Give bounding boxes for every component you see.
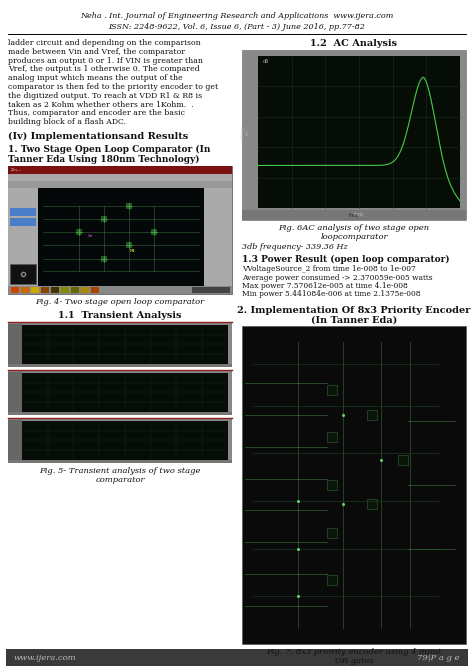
Bar [11,287,19,293]
Text: Average power consumed -> 2.370059e-005 watts: Average power consumed -> 2.370059e-005 … [242,273,433,281]
Bar [71,287,79,293]
Bar [51,287,59,293]
Text: comparator: comparator [95,476,145,484]
Text: ISSN: 2248-9622, Vol. 6, Issue 6, (Part - 3) June 2016, pp.77-82: ISSN: 2248-9622, Vol. 6, Issue 6, (Part … [109,23,365,31]
Bar [204,188,232,286]
Text: ladder circuit and depending on the comparison: ladder circuit and depending on the comp… [8,39,201,47]
Text: VVoltageSource_2 from time 1e-008 to 1e-007: VVoltageSource_2 from time 1e-008 to 1e-… [242,265,416,273]
Bar [367,410,377,420]
Bar [258,56,460,208]
Text: voltage
(V): voltage (V) [241,125,249,139]
Text: M1: M1 [129,249,135,253]
Bar [327,528,337,538]
Text: made between Vin and Vref, the comparator: made between Vin and Vref, the comparato… [8,48,185,56]
Text: Vx: Vx [88,234,93,238]
Text: 1.1  Transient Analysis: 1.1 Transient Analysis [58,311,182,320]
Bar [242,50,466,220]
Text: Thus, comparator and encoder are the basic: Thus, comparator and encoder are the bas… [8,109,185,117]
Text: produces an output 0 or 1. If VIN is greater than: produces an output 0 or 1. If VIN is gre… [8,56,203,64]
Text: dB: dB [263,59,270,64]
Text: (Iv) Implementationsand Results: (Iv) Implementationsand Results [8,132,188,141]
Bar [8,324,22,365]
Bar [8,460,232,463]
Bar [61,287,69,293]
Bar [8,418,232,463]
Bar [242,210,466,220]
Text: 2. Implementation Of 8x3 Priority Encoder: 2. Implementation Of 8x3 Priority Encode… [237,306,471,315]
Bar [76,229,82,235]
Bar [10,264,36,284]
Bar [8,174,232,181]
Bar [101,255,108,261]
Text: Vref, the output is 1 otherwise 0. The compared: Vref, the output is 1 otherwise 0. The c… [8,66,200,74]
Bar [327,432,337,442]
Bar [8,166,232,174]
Bar [8,372,22,413]
Text: Min power 5.441084e-006 at time 2.1375e-008: Min power 5.441084e-006 at time 2.1375e-… [242,291,420,299]
Text: 79|P a g e: 79|P a g e [418,653,460,661]
Text: Fig. 4- Two stage open loop comparator: Fig. 4- Two stage open loop comparator [36,298,205,306]
Text: 1.2  AC Analysis: 1.2 AC Analysis [310,39,398,48]
Bar [327,576,337,586]
Text: 1. Two Stage Open Loop Comparator (In: 1. Two Stage Open Loop Comparator (In [8,145,210,154]
Bar [22,325,228,364]
Bar [8,188,38,286]
Bar [38,188,204,286]
Text: Max power 7.570612e-005 at time 4.1e-008: Max power 7.570612e-005 at time 4.1e-008 [242,282,408,290]
Bar [327,480,337,490]
Text: (In Tanner Eda): (In Tanner Eda) [311,316,397,325]
Bar [367,499,377,509]
Text: Z-n---: Z-n--- [11,168,22,172]
Text: Fig. 7: 8x3 priority encoder using 4 input: Fig. 7: 8x3 priority encoder using 4 inp… [266,648,442,656]
Text: Fig. 5- Transient analysis of two stage: Fig. 5- Transient analysis of two stage [39,467,201,475]
Bar [398,454,408,464]
Bar [6,649,468,666]
Bar [151,229,157,235]
Bar [10,218,36,226]
Bar [8,420,22,461]
Text: the digitized output. To reach at VDD R1 & R8 is: the digitized output. To reach at VDD R1… [8,92,202,100]
Bar [8,166,232,294]
Bar [192,287,230,293]
Text: loopcomparator: loopcomparator [320,233,388,241]
Text: 3db frequency- 339.36 Hz: 3db frequency- 339.36 Hz [242,243,348,251]
Bar [81,287,89,293]
Text: building block of a flash ADC.: building block of a flash ADC. [8,118,126,126]
Bar [242,326,466,644]
Text: Neha . Int. Journal of Engineering Research and Applications  www.ijera.com: Neha . Int. Journal of Engineering Resea… [80,12,394,20]
Bar [126,202,132,208]
Bar [41,287,49,293]
Bar [8,322,232,367]
Bar [327,385,337,395]
Bar [8,370,232,415]
Bar [10,208,36,216]
Text: Fig. 6AC analysis of two stage open: Fig. 6AC analysis of two stage open [278,224,429,232]
Bar [101,216,108,222]
Bar [126,242,132,248]
Text: comparator is then fed to the priority encoder to get: comparator is then fed to the priority e… [8,83,218,91]
Bar [22,421,228,460]
Bar [91,287,99,293]
Bar [8,364,232,367]
Text: 1.3 Power Result (open loop comparator): 1.3 Power Result (open loop comparator) [242,255,450,264]
Bar [22,373,228,412]
Text: analog input which means the output of the: analog input which means the output of t… [8,74,183,82]
Bar [8,181,232,188]
Bar [8,412,232,415]
Bar [8,286,232,294]
Text: Tanner Eda Using 180nm Technology): Tanner Eda Using 180nm Technology) [8,155,200,164]
Text: freq: freq [354,212,364,217]
Text: freq: freq [349,212,359,218]
Bar [21,287,29,293]
Text: OR gates: OR gates [335,657,374,665]
Text: taken as 2 Kohm whether others are 1Kohm.  .: taken as 2 Kohm whether others are 1Kohm… [8,100,194,109]
Text: www.ijera.com: www.ijera.com [14,653,77,661]
Bar [31,287,39,293]
